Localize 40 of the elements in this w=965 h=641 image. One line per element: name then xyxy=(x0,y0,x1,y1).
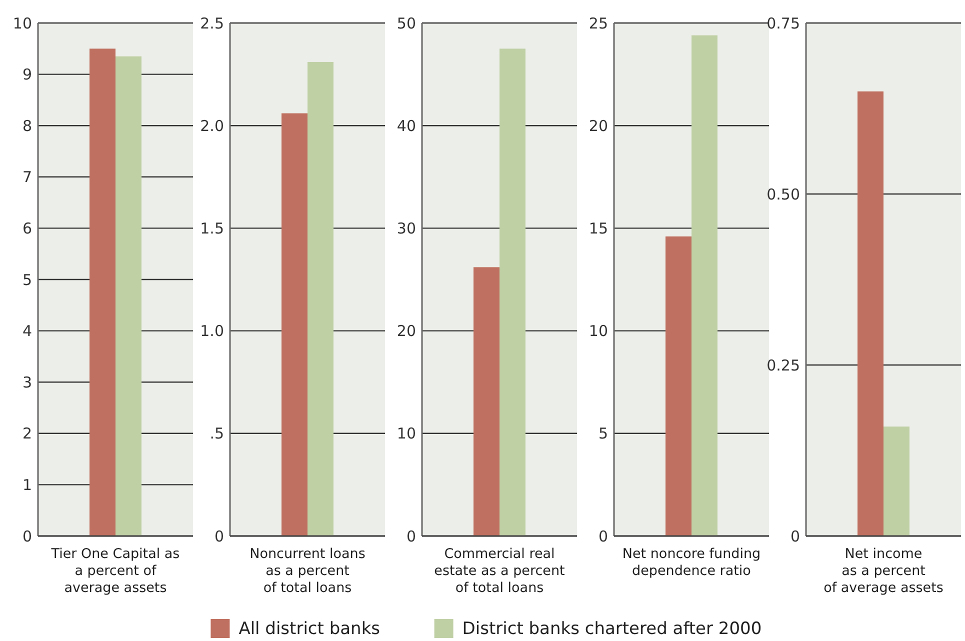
y-tick-label: 0 xyxy=(598,527,608,546)
y-tick-label: 0.75 xyxy=(766,14,800,32)
y-tick-label: 2.0 xyxy=(200,116,224,135)
y-tick-label: 1.0 xyxy=(200,322,224,340)
y-tick-label: 4 xyxy=(22,322,32,340)
y-tick-label: 20 xyxy=(588,116,608,135)
y-tick-label: 2 xyxy=(22,424,32,443)
x-axis-title: Noncurrent loans as a percent of total loans xyxy=(250,546,366,596)
y-tick-label: 5 xyxy=(22,270,32,289)
x-axis-title: Commercial real estate as a percent of total loans xyxy=(434,546,565,596)
y-tick-label: 5 xyxy=(598,424,608,443)
y-tick-label: 25 xyxy=(588,14,608,32)
y-tick-label: 8 xyxy=(22,116,32,135)
legend-label: District banks chartered after 2000 xyxy=(462,618,762,639)
y-tick-label: 7 xyxy=(22,168,32,186)
y-tick-label: 0 xyxy=(406,527,416,546)
y-tick-label: 50 xyxy=(396,14,416,32)
y-tick-label: 3 xyxy=(22,373,32,392)
y-tick-label: 10 xyxy=(588,322,608,340)
y-tick-label: 0.50 xyxy=(766,185,800,204)
y-tick-label: 40 xyxy=(396,116,416,135)
y-tick-label: 1.5 xyxy=(200,219,224,238)
y-tick-label: 0 xyxy=(22,527,32,546)
x-axis-title: Net noncore funding dependence ratio xyxy=(622,546,761,579)
y-tick-label: 10 xyxy=(12,14,32,32)
x-axis-title: Net income as a percent of average assets xyxy=(824,546,944,596)
y-tick-label: 6 xyxy=(22,219,32,238)
y-tick-label: 15 xyxy=(588,219,608,238)
y-tick-label: 1 xyxy=(22,476,32,494)
y-tick-label: 2.5 xyxy=(200,14,224,32)
y-tick-label: 9 xyxy=(22,66,32,84)
legend-label: All district banks xyxy=(238,618,380,639)
y-tick-label: 20 xyxy=(396,322,416,340)
y-tick-label: 10 xyxy=(396,424,416,443)
x-axis-title: Tier One Capital as a percent of average assets xyxy=(50,546,180,596)
y-tick-label: 0 xyxy=(790,527,800,546)
y-tick-label: .5 xyxy=(210,424,224,443)
y-tick-label: 30 xyxy=(396,219,416,238)
y-tick-label: 0.25 xyxy=(766,356,800,374)
y-tick-label: 0 xyxy=(214,527,224,546)
